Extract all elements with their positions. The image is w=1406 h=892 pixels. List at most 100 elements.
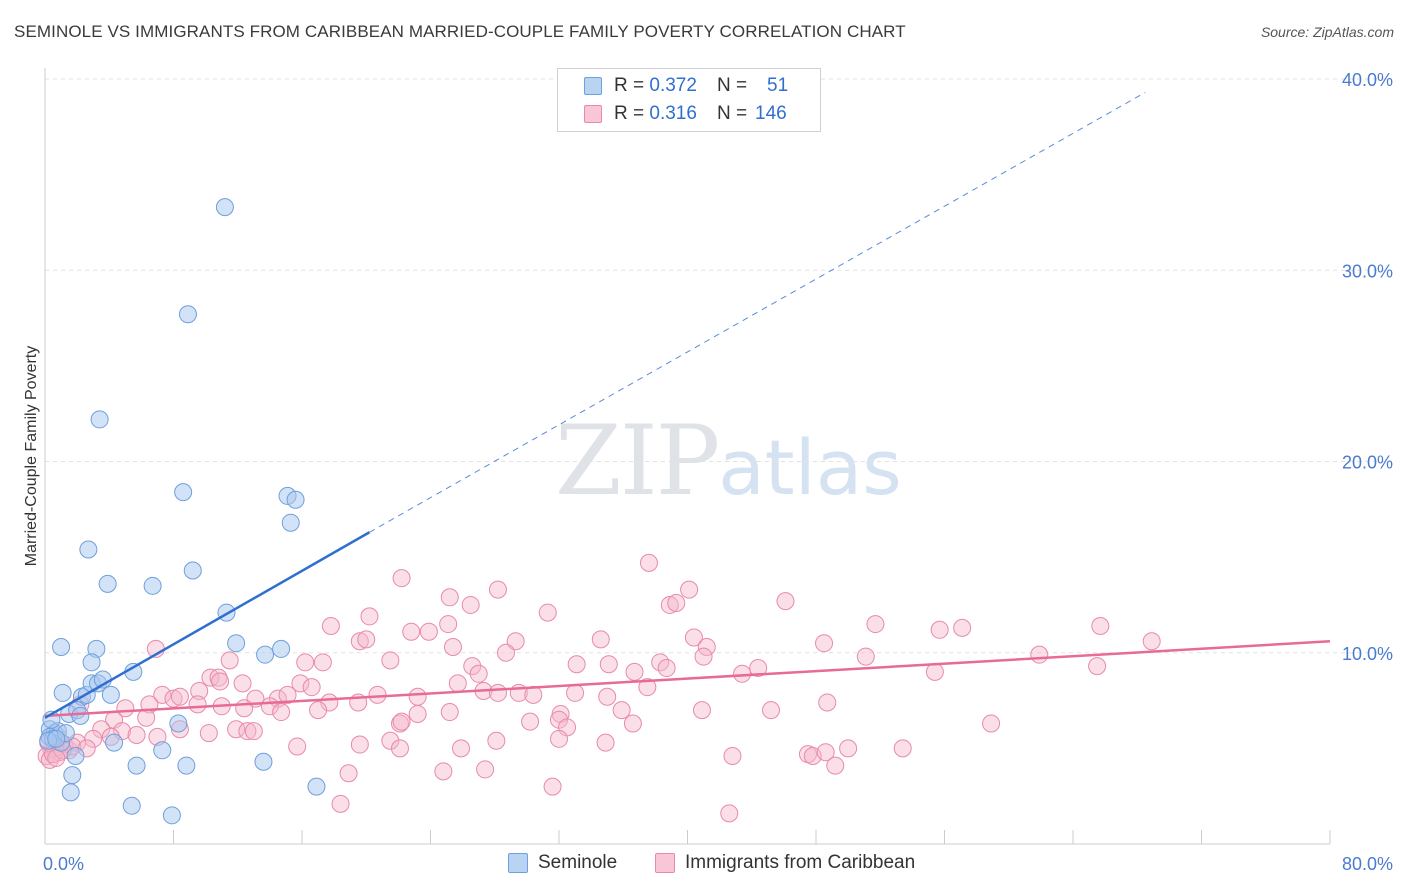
- seminole-point: [281, 513, 300, 532]
- caribbean-point: [47, 748, 66, 767]
- chart-title: SEMINOLE VS IMMIGRANTS FROM CARIBBEAN MA…: [14, 22, 906, 41]
- caribbean-point: [506, 632, 525, 651]
- legend-item-caribbean[interactable]: Immigrants from Caribbean: [655, 852, 915, 874]
- caribbean-point: [476, 760, 495, 779]
- caribbean-point: [818, 693, 837, 712]
- caribbean-point: [170, 687, 189, 706]
- caribbean-point: [381, 731, 400, 750]
- axis-labels: 10.0% 20.0% 30.0% 40.0% 0.0% 80.0% Married-Cou…: [23, 70, 1393, 874]
- caribbean-point: [639, 553, 658, 572]
- seminole-point: [79, 540, 98, 559]
- caribbean-point: [357, 630, 376, 649]
- caribbean-point: [188, 695, 207, 714]
- seminole-point: [272, 639, 291, 658]
- caribbean-point: [684, 628, 703, 647]
- y-axis-title: Married-Couple Family Poverty: [23, 346, 40, 567]
- caribbean-point: [930, 620, 949, 639]
- caribbean-point: [599, 655, 618, 674]
- caribbean-point: [439, 615, 458, 634]
- seminole-swatch: [584, 77, 602, 95]
- caribbean-points: [37, 553, 1161, 823]
- caribbean-point: [612, 701, 631, 720]
- caribbean-point: [309, 701, 328, 720]
- caribbean-point: [1030, 645, 1049, 664]
- caribbean-point: [452, 739, 471, 758]
- y-tick-label: 40.0%: [1342, 70, 1393, 90]
- seminole-point: [82, 653, 101, 672]
- seminole-trend-extension: [369, 91, 1146, 533]
- seminole-point: [71, 706, 90, 725]
- source-label: Source: ZipAtlas.com: [1260, 24, 1394, 40]
- seminole-point: [53, 683, 72, 702]
- caribbean-point: [419, 622, 438, 641]
- caribbean-point: [692, 701, 711, 720]
- caribbean-point: [199, 724, 218, 743]
- caribbean-point: [694, 647, 713, 666]
- seminole-point: [169, 714, 188, 733]
- caribbean-swatch: [584, 105, 602, 123]
- caribbean-point: [982, 714, 1001, 733]
- seminole-point: [63, 766, 82, 785]
- caribbean-point: [657, 659, 676, 678]
- caribbean-point: [313, 653, 332, 672]
- y-tick-label: 10.0%: [1342, 644, 1393, 664]
- caribbean-point: [866, 615, 885, 634]
- seminole-point: [178, 305, 197, 324]
- seminole-point: [143, 576, 162, 595]
- caribbean-point: [211, 672, 230, 691]
- caribbean-point: [856, 647, 875, 666]
- caribbean-point: [461, 595, 480, 614]
- caribbean-point: [550, 729, 568, 748]
- legend-n-value: 146: [755, 103, 787, 124]
- caribbean-point: [127, 725, 146, 744]
- seminole-point: [254, 752, 273, 771]
- caribbean-point: [448, 674, 467, 693]
- caribbean-point: [302, 678, 321, 697]
- caribbean-point: [488, 580, 507, 599]
- caribbean-point: [440, 703, 459, 722]
- caribbean-point: [390, 739, 409, 758]
- caribbean-point: [720, 804, 739, 823]
- seminole-point: [177, 756, 196, 775]
- caribbean-point: [1142, 632, 1161, 651]
- caribbean-point: [538, 603, 557, 622]
- caribbean-point: [360, 607, 379, 626]
- caribbean-point: [153, 685, 172, 704]
- seminole-point: [174, 483, 193, 502]
- caribbean-point: [339, 764, 358, 783]
- legend-caribbean-label: Immigrants from Caribbean: [685, 852, 916, 873]
- caribbean-point: [238, 722, 257, 741]
- caribbean-point: [893, 739, 912, 758]
- caribbean-point: [469, 664, 488, 683]
- caribbean-point: [321, 616, 340, 635]
- legend-n-value: 51: [767, 75, 789, 96]
- caribbean-point: [667, 594, 686, 613]
- caribbean-point: [543, 777, 562, 796]
- caribbean-point: [443, 638, 462, 657]
- seminole-point: [122, 796, 141, 815]
- caribbean-point: [392, 569, 411, 588]
- caribbean-point: [1091, 616, 1110, 635]
- caribbean-point: [521, 712, 540, 731]
- caribbean-point: [839, 739, 858, 758]
- caribbean-point: [596, 733, 615, 752]
- caribbean-swatch: [655, 853, 675, 873]
- caribbean-point: [381, 651, 400, 670]
- caribbean-point: [440, 588, 459, 607]
- legend-r-value: 0.372: [649, 75, 697, 96]
- legend-item-seminole[interactable]: Seminole: [508, 852, 617, 874]
- legend-n-label: N =: [716, 103, 748, 124]
- caribbean-point: [220, 651, 239, 670]
- caribbean-point: [408, 704, 427, 723]
- seminole-point: [256, 645, 275, 664]
- seminole-points: [39, 198, 326, 825]
- caribbean-point: [925, 662, 944, 681]
- seminole-point: [153, 741, 172, 760]
- trend-lines: [44, 91, 1331, 719]
- legend-row-caribbean: R = 0.316 N = 146: [584, 101, 787, 127]
- legend-r-label: R =: [614, 75, 645, 96]
- caribbean-point: [591, 630, 610, 649]
- seminole-point: [183, 561, 202, 580]
- caribbean-point: [164, 689, 183, 708]
